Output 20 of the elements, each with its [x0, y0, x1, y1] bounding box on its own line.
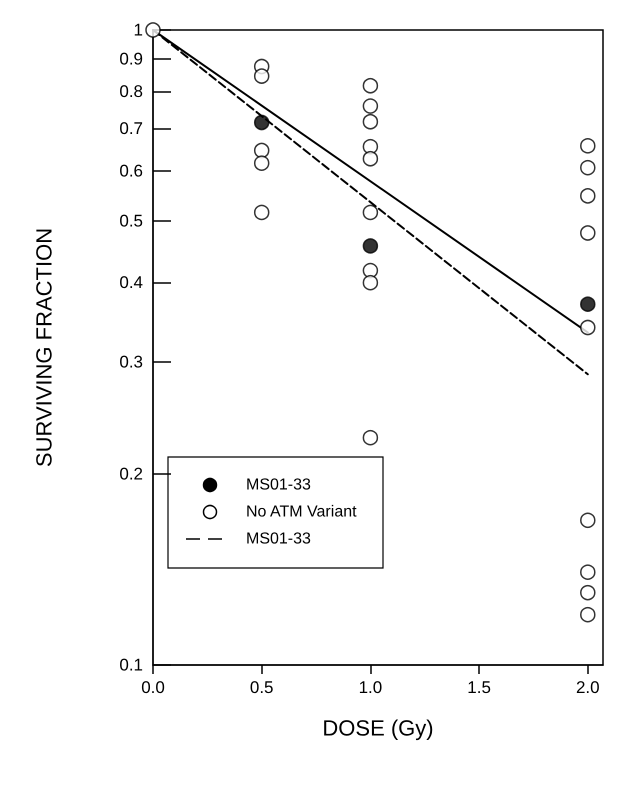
- y-tick-label: 0.1: [119, 656, 143, 674]
- y-tick-label: 0.4: [119, 273, 143, 292]
- y-tick-label: 0.2: [119, 464, 143, 484]
- y-tick-label: 0.6: [119, 161, 143, 180]
- y-tick-label: 0.7: [119, 118, 143, 138]
- x-tick-label: 0.5: [250, 678, 274, 697]
- x-tick-label: 1.0: [358, 678, 382, 697]
- y-tick-label: 0.9: [119, 50, 143, 69]
- y-tick-label: 0.3: [119, 352, 143, 372]
- y-axis-title: SURVIVING FRACTION: [32, 228, 56, 468]
- x-tick-label: 0.0: [141, 678, 165, 697]
- legend-label: MS01-33: [246, 530, 312, 548]
- x-tick-label: 2.0: [576, 678, 600, 697]
- y-tick-label: 0.8: [119, 82, 143, 102]
- y-tick-label: 1: [134, 20, 143, 40]
- x-tick-label: 1.5: [467, 678, 491, 697]
- legend-label: No ATM Variant: [246, 504, 358, 520]
- y-tick-label: 0.5: [119, 212, 143, 231]
- legend-label: MS01-33: [246, 476, 312, 494]
- x-axis-title: DOSE (Gy): [322, 716, 434, 740]
